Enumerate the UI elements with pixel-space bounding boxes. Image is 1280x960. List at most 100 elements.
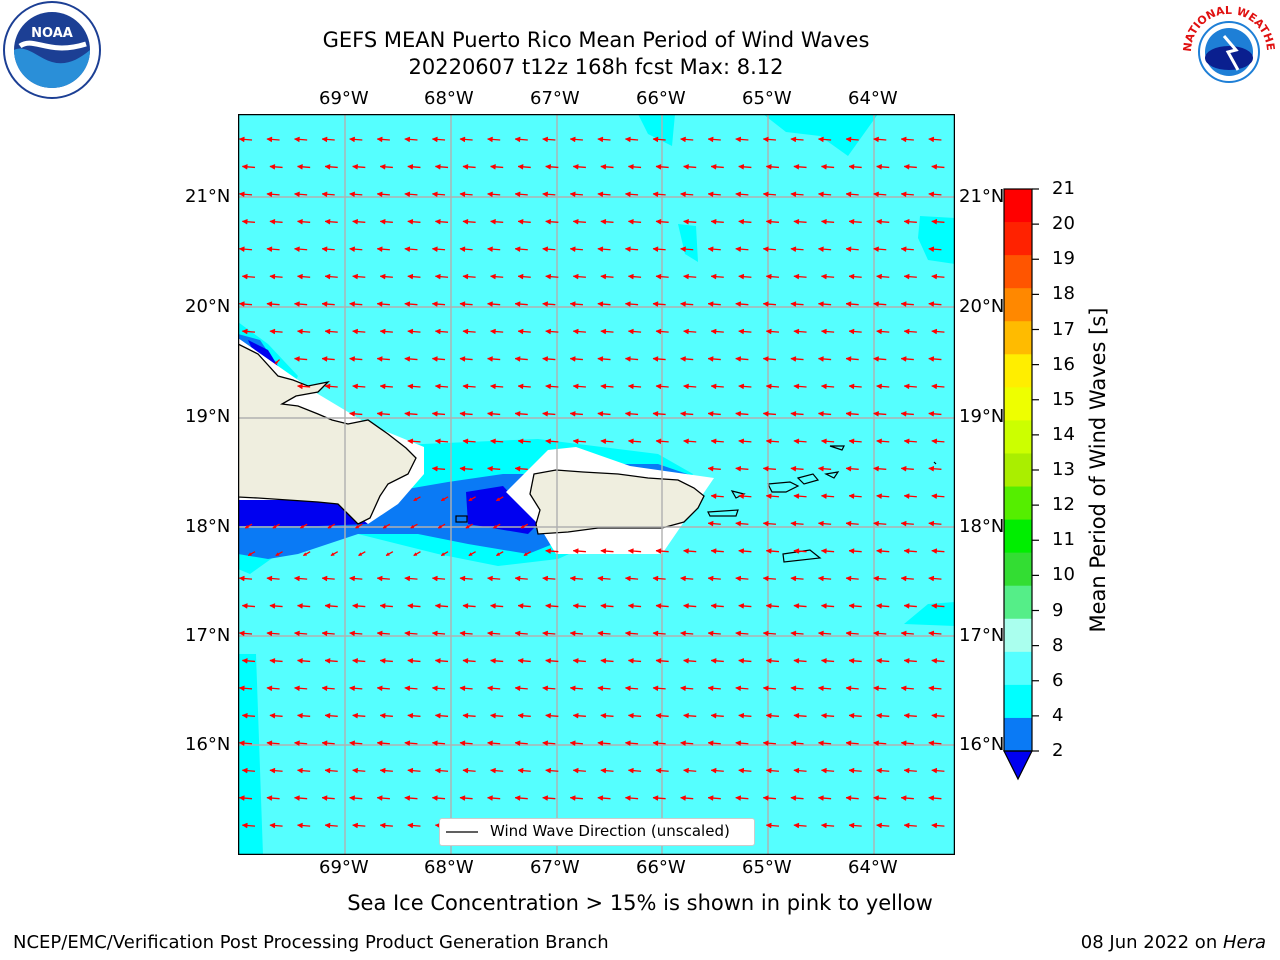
wind-wave-arrowhead — [489, 603, 496, 609]
wind-wave-arrowhead — [324, 328, 331, 335]
colorbar-tick-label: 16 — [1052, 353, 1075, 375]
wind-wave-arrowhead — [517, 328, 524, 335]
wind-wave-arrowhead — [569, 795, 576, 801]
colorbar-bin — [1004, 552, 1032, 587]
wind-wave-arrowhead — [431, 246, 438, 253]
wind-wave-arrowhead — [266, 301, 273, 307]
colorbar-tick-label: 13 — [1052, 459, 1075, 480]
wind-wave-arrowhead — [597, 411, 604, 417]
wind-wave-arrowhead — [352, 712, 358, 719]
wind-wave-arrowhead — [462, 273, 469, 280]
wind-wave-arrowhead — [321, 685, 328, 692]
colorbar-bin — [1004, 519, 1032, 554]
wind-wave-arrowhead — [710, 328, 717, 335]
wind-wave-arrowhead — [517, 658, 524, 664]
wind-wave-arrowhead — [379, 767, 386, 774]
wind-wave-arrowhead — [376, 246, 383, 253]
wind-wave-arrowhead — [569, 740, 576, 747]
map-legend: Wind Wave Direction (unscaled) — [439, 818, 755, 846]
wind-wave-arrowhead — [817, 575, 824, 582]
wind-wave-arrowhead — [900, 575, 907, 582]
chart-title-line1: GEFS MEAN Puerto Rico Mean Period of Win… — [322, 28, 870, 52]
wind-wave-arrowhead — [238, 685, 245, 692]
wind-wave-arrowhead — [569, 630, 576, 637]
wind-wave-arrowhead — [738, 767, 745, 774]
wind-wave-arrowhead — [655, 548, 662, 554]
wind-wave-arrowhead — [462, 767, 469, 774]
wind-wave-arrowhead — [931, 548, 938, 554]
wind-wave-arrowhead — [707, 356, 714, 362]
wind-wave-arrowhead — [296, 273, 303, 280]
wind-wave-arrowhead — [597, 356, 604, 362]
wind-wave-arrowhead — [627, 328, 634, 335]
wind-wave-arrowhead — [679, 795, 686, 801]
wind-wave-arrowhead — [459, 795, 466, 801]
wind-wave-arrowhead — [765, 548, 772, 554]
wind-wave-arrowhead — [931, 603, 938, 609]
wind-wave-arrowhead — [848, 822, 855, 829]
wind-wave-arrowhead — [820, 712, 827, 719]
wind-wave-arrowhead — [238, 630, 245, 637]
wind-wave-arrowhead — [379, 822, 386, 829]
nws-logo: NATIONAL WEATHER SERVICE — [1178, 0, 1277, 96]
wind-wave-arrowhead — [790, 575, 797, 582]
noaa-logo-text: NOAA — [31, 26, 73, 41]
wind-wave-arrowhead — [542, 630, 549, 637]
wind-wave-arrowhead — [517, 767, 524, 774]
wind-wave-arrowhead — [876, 822, 882, 829]
wind-wave-arrowhead — [269, 218, 276, 225]
colorbar-tick-label: 20 — [1052, 213, 1075, 235]
wind-wave-arrowhead — [845, 575, 852, 582]
lat-label-left: 18°N — [185, 516, 231, 537]
wind-wave-arrowhead — [762, 520, 769, 527]
wind-wave-arrowhead — [679, 246, 686, 253]
lon-label-top: 69°W — [319, 88, 369, 109]
wind-wave-arrowhead — [569, 685, 576, 692]
wind-wave-arrowhead — [707, 630, 714, 637]
wind-wave-arrowhead — [820, 328, 827, 335]
wind-wave-arrowhead — [900, 630, 907, 637]
wind-wave-arrowhead — [275, 552, 280, 556]
wind-wave-arrowhead — [928, 246, 935, 253]
wind-wave-arrowhead — [735, 136, 742, 143]
wind-wave-arrowhead — [542, 575, 549, 582]
wind-wave-arrowhead — [352, 658, 358, 664]
wind-wave-arrowhead — [820, 767, 827, 774]
wind-wave-arrowhead — [296, 328, 303, 335]
wind-wave-arrowhead — [735, 356, 742, 362]
wind-wave-arrowhead — [735, 630, 742, 637]
wind-wave-arrowhead — [655, 712, 662, 719]
wind-wave-arrowhead — [382, 524, 387, 529]
wind-wave-arrowhead — [735, 520, 742, 527]
wind-wave-arrowhead — [241, 218, 248, 225]
colorbar-tick-label: 14 — [1052, 423, 1075, 445]
wind-wave-arrowhead — [407, 164, 414, 170]
colorbar-tick-label: 6 — [1052, 669, 1064, 691]
wind-wave-arrowhead — [817, 465, 824, 472]
wind-wave-arrowhead — [293, 301, 300, 307]
wind-wave-arrowhead — [404, 575, 411, 582]
wind-wave-arrowhead — [928, 301, 935, 307]
wind-wave-arrowhead — [873, 630, 879, 637]
wind-wave-arrowhead — [707, 246, 714, 253]
wind-wave-arrowhead — [790, 191, 797, 198]
wind-wave-arrowhead — [462, 218, 469, 225]
wind-wave-arrowhead — [762, 685, 769, 692]
lat-label-left: 16°N — [185, 734, 231, 755]
wind-wave-arrowhead — [873, 246, 879, 253]
wind-wave-arrowhead — [431, 630, 438, 637]
wind-wave-arrowhead — [738, 493, 745, 500]
colorbar-tick-label: 2 — [1052, 740, 1064, 761]
wind-wave-arrowhead — [652, 191, 659, 198]
wind-wave-arrowhead — [514, 411, 521, 417]
wind-wave-arrowhead — [652, 301, 659, 307]
wind-wave-arrowhead — [379, 328, 386, 335]
sea-ice-note: Sea Ice Concentration > 15% is shown in … — [347, 891, 933, 915]
wind-wave-arrowhead — [738, 548, 745, 554]
wind-wave-arrowhead — [707, 301, 714, 307]
wind-wave-arrowhead — [545, 767, 552, 774]
wind-wave-arrowhead — [624, 740, 631, 747]
wind-wave-arrowhead — [465, 524, 470, 529]
wind-wave-arrowhead — [376, 191, 383, 198]
wind-wave-arrowhead — [545, 438, 552, 445]
